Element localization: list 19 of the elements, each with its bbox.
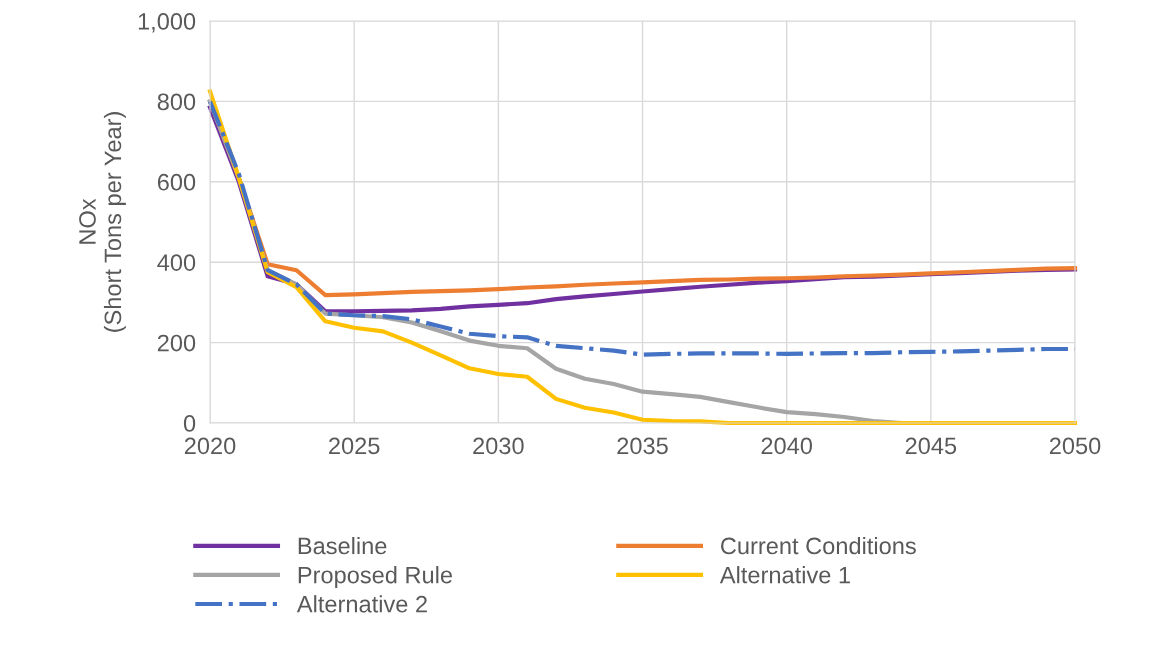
legend-label: Proposed Rule (298, 566, 452, 589)
y-axis-title: NOx (Short Tons per Year) (79, 112, 126, 332)
y-tick-label: 200 (157, 334, 196, 352)
y-tick-label: 800 (157, 93, 196, 111)
legend-label: Baseline (298, 536, 387, 555)
x-tick-label: 2020 (184, 437, 236, 455)
y-tick-label: 1,000 (138, 13, 196, 33)
x-tick-label: 2030 (473, 437, 524, 455)
x-tick-label: 2025 (329, 437, 380, 455)
x-tick-label: 2040 (761, 437, 813, 455)
legend-label: Alternative 2 (296, 595, 427, 613)
x-tick-label: 2035 (617, 437, 668, 455)
legend-label: Current Conditions (721, 536, 916, 555)
legend-label: Alternative 1 (719, 566, 850, 584)
y-tick-label: 0 (183, 415, 196, 432)
x-tick-label: 2050 (1049, 437, 1101, 455)
y-tick-label: 400 (157, 254, 196, 271)
y-tick-label: 600 (157, 173, 196, 191)
x-tick-label: 2045 (905, 437, 957, 455)
